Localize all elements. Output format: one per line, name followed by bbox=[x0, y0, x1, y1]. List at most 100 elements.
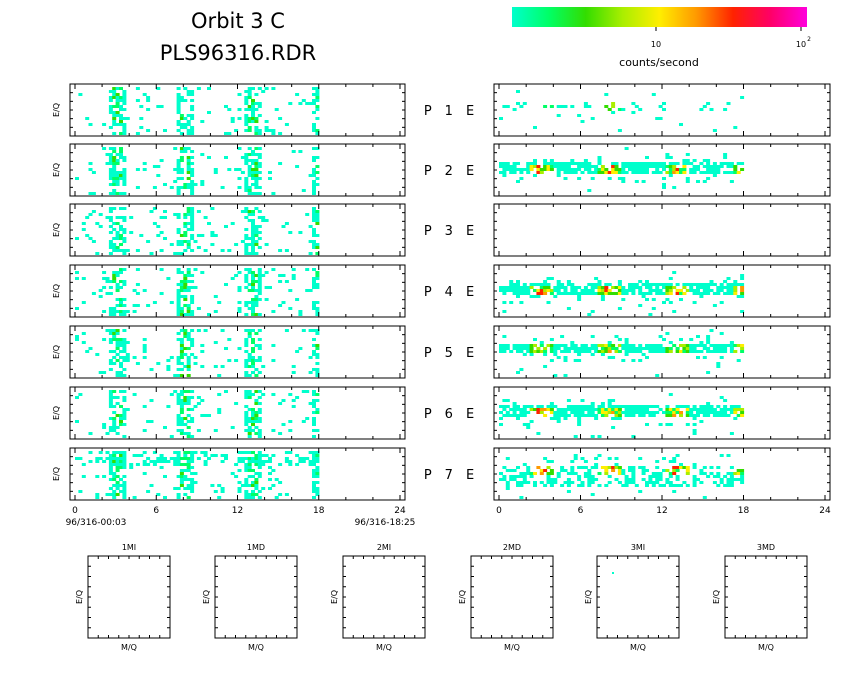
row-6: E/Q P 6 E bbox=[52, 386, 831, 440]
heat-cell bbox=[740, 350, 745, 353]
heat-cell bbox=[115, 87, 120, 90]
heat-cell bbox=[122, 408, 127, 411]
heat-cell bbox=[176, 271, 181, 274]
heat-cell bbox=[692, 429, 697, 432]
heat-cell bbox=[213, 490, 218, 493]
heat-cell bbox=[179, 171, 184, 174]
heat-cell bbox=[142, 463, 147, 466]
heat-cell bbox=[251, 304, 255, 307]
heat-cell bbox=[176, 399, 181, 402]
heat-cell bbox=[631, 466, 636, 469]
heat-cell bbox=[570, 168, 575, 171]
heat-cell bbox=[583, 289, 588, 292]
heat-cell bbox=[271, 344, 276, 347]
heat-cell bbox=[237, 490, 242, 493]
heat-cell bbox=[179, 271, 184, 274]
heat-cell bbox=[251, 329, 255, 332]
mass-panel-title: 1MD bbox=[247, 543, 265, 552]
heat-cell bbox=[702, 472, 707, 475]
heat-cell bbox=[312, 123, 316, 126]
heat-cell bbox=[179, 390, 184, 393]
heat-cell bbox=[315, 243, 320, 246]
heat-cell bbox=[179, 420, 184, 423]
heat-cell bbox=[112, 463, 117, 466]
heat-cell bbox=[641, 478, 646, 481]
heat-cell bbox=[119, 99, 123, 102]
heat-cell bbox=[570, 347, 575, 350]
heat-cell bbox=[549, 105, 554, 108]
heat-cell bbox=[247, 289, 252, 292]
heat-cell bbox=[200, 234, 205, 237]
heat-cell bbox=[251, 365, 255, 368]
heat-cell bbox=[716, 484, 721, 487]
heat-cell bbox=[553, 414, 558, 417]
heat-cell bbox=[539, 286, 544, 289]
heat-cell bbox=[257, 371, 262, 374]
heat-cell bbox=[736, 344, 741, 347]
heat-cell bbox=[156, 234, 161, 237]
mass-panel-ylabel: E/Q bbox=[75, 590, 84, 604]
heat-cell bbox=[723, 156, 728, 159]
heat-cell bbox=[115, 222, 120, 225]
heat-cell bbox=[102, 426, 107, 429]
heat-cell bbox=[594, 171, 599, 174]
heat-cell bbox=[244, 338, 249, 341]
heat-cell bbox=[665, 411, 670, 414]
heat-cell bbox=[733, 283, 738, 286]
heat-cell bbox=[240, 484, 245, 487]
heat-cell bbox=[176, 268, 181, 271]
heat-cell bbox=[254, 420, 259, 423]
colorbar-tick-100-base: 10 bbox=[796, 40, 806, 49]
heat-cell bbox=[706, 283, 711, 286]
heat-cell bbox=[108, 460, 113, 463]
heat-cell bbox=[658, 165, 663, 168]
heat-cell bbox=[573, 472, 578, 475]
heat-cell bbox=[247, 353, 252, 356]
heat-cell bbox=[291, 365, 296, 368]
heat-cell bbox=[122, 123, 127, 126]
heat-cell bbox=[505, 168, 510, 171]
heat-cell bbox=[740, 286, 745, 289]
heat-cell bbox=[115, 374, 120, 377]
heat-cell bbox=[254, 481, 259, 484]
heat-cell bbox=[129, 231, 134, 234]
row-label: P 4 E bbox=[424, 285, 474, 300]
heat-cell bbox=[251, 162, 255, 165]
heat-cell bbox=[190, 435, 195, 438]
heat-cell bbox=[665, 292, 670, 295]
heat-cell bbox=[662, 183, 666, 186]
heat-cell bbox=[587, 481, 592, 484]
heat-cell bbox=[237, 147, 242, 150]
heat-cell bbox=[580, 289, 585, 292]
heat-cell bbox=[573, 347, 578, 350]
heat-cell bbox=[645, 168, 649, 171]
heat-cell bbox=[251, 234, 255, 237]
heat-cell bbox=[190, 93, 195, 96]
heat-cell bbox=[247, 469, 252, 472]
heat-cell bbox=[108, 332, 113, 335]
heat-cell bbox=[668, 277, 673, 280]
heat-cell bbox=[312, 234, 316, 237]
mass-panels: 1MIM/QE/Q1MDM/QE/Q2MIM/QE/Q2MDM/QE/Q3MIM… bbox=[75, 543, 808, 652]
heat-cell bbox=[522, 475, 527, 478]
heat-cell bbox=[186, 463, 191, 466]
heat-cell bbox=[580, 350, 585, 353]
heat-cell bbox=[186, 435, 191, 438]
heat-cell bbox=[244, 252, 249, 255]
heat-cell bbox=[115, 271, 120, 274]
heat-cell bbox=[624, 165, 629, 168]
heat-cell bbox=[709, 289, 714, 292]
heat-cell bbox=[112, 93, 117, 96]
heat-cell bbox=[227, 132, 232, 135]
heat-cell bbox=[689, 347, 694, 350]
heat-cell bbox=[499, 411, 503, 414]
heat-cell bbox=[675, 350, 680, 353]
heat-cell bbox=[651, 414, 656, 417]
heat-cell bbox=[112, 159, 117, 162]
heat-cell bbox=[679, 289, 683, 292]
heat-cell bbox=[224, 132, 228, 135]
heat-cell bbox=[600, 298, 605, 301]
heat-cell bbox=[570, 341, 575, 344]
heat-cell bbox=[662, 411, 666, 414]
mass-panel-title: 1MI bbox=[122, 543, 136, 552]
